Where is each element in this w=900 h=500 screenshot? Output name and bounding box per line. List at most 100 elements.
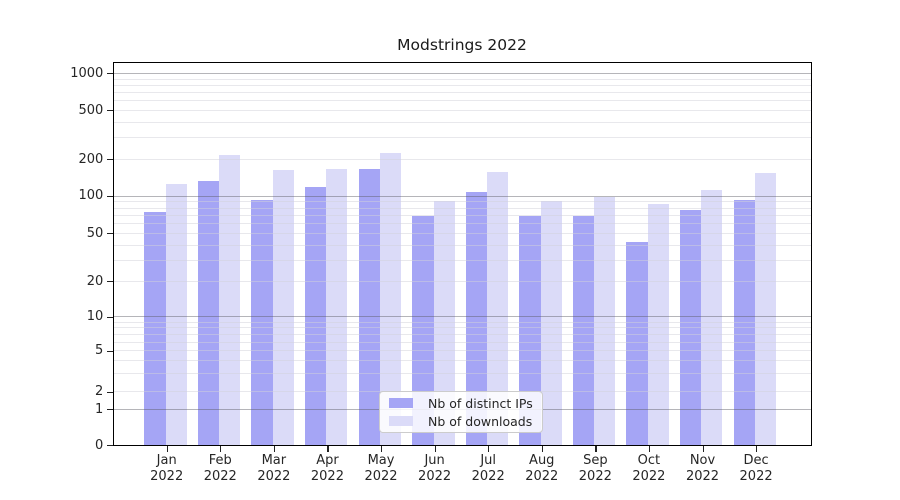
bar-downloads-jul [487, 171, 509, 446]
bar-downloads-sep [594, 196, 616, 446]
y-axis-tick-mark [107, 316, 114, 318]
bar-downloads-may [380, 152, 402, 446]
axis-spine [810, 61, 812, 447]
gridline-500 [113, 109, 811, 111]
x-axis-tick-mark [756, 446, 758, 452]
bar-downloads-jan [165, 183, 187, 446]
legend-label-distinct-ips: Nb of distinct IPs [428, 395, 533, 411]
y-axis-tick-label: 0 [95, 437, 104, 453]
gridline-100 [113, 195, 811, 197]
x-axis-tick-mark [648, 446, 651, 452]
gridline-90 [113, 201, 811, 203]
y-axis-tick-mark [107, 409, 114, 411]
gridline-6 [113, 341, 811, 343]
x-axis-tick-label: Jun 2022 [418, 453, 452, 484]
bar-distinct-ips-feb [197, 180, 220, 446]
bar-downloads-aug [540, 200, 562, 446]
plot-area [113, 61, 811, 446]
x-axis-tick-label: Sep 2022 [578, 453, 612, 484]
gridline-40 [113, 244, 811, 246]
x-axis-tick-label: Feb 2022 [203, 453, 237, 484]
x-axis-tick-label: Mar 2022 [257, 453, 291, 484]
gridline-5 [113, 350, 811, 352]
gridline-30 [113, 259, 811, 261]
gridline-10 [113, 316, 811, 318]
gridline-800 [113, 85, 811, 87]
gridline-200 [113, 159, 811, 161]
gridline-8 [113, 327, 811, 329]
y-axis-tick-label: 500 [78, 102, 104, 118]
gridline-400 [113, 121, 811, 123]
x-axis-tick-mark [327, 446, 329, 452]
y-axis-tick-label: 200 [78, 151, 104, 167]
bar-distinct-ips-jun [412, 215, 434, 446]
axis-spine [113, 61, 811, 63]
x-axis-tick-label: Apr 2022 [310, 453, 344, 484]
gridline-300 [113, 137, 811, 139]
y-axis-tick-label: 10 [86, 309, 104, 324]
bar-distinct-ips-jan [144, 211, 166, 446]
gridline-50 [113, 232, 811, 234]
gridline-3 [113, 373, 811, 375]
legend-label-downloads: Nb of downloads [428, 413, 533, 429]
bar-downloads-mar [272, 169, 294, 446]
y-axis-tick-mark [107, 233, 114, 235]
gridline-20 [113, 280, 811, 282]
gridline-9 [113, 321, 811, 323]
gridline-600 [113, 100, 811, 102]
gridline-70 [113, 214, 811, 216]
y-axis-tick-mark [107, 73, 114, 75]
x-axis-tick-mark [541, 446, 543, 452]
bar-downloads-feb [219, 155, 241, 446]
x-axis-tick-label: May 2022 [364, 453, 398, 484]
x-axis-tick-label: Nov 2022 [685, 453, 720, 484]
y-axis-tick-label: 1000 [70, 65, 104, 81]
y-axis-tick-label: 100 [78, 188, 104, 204]
legend-swatch-downloads [389, 415, 413, 427]
bar-downloads-jun [433, 201, 455, 446]
gridline-1000 [113, 73, 811, 75]
bar-downloads-oct [647, 204, 669, 446]
x-axis-tick-label: Oct 2022 [632, 453, 666, 484]
y-axis-tick-mark [107, 281, 114, 283]
bar-downloads-dec [755, 173, 777, 446]
bar-downloads-nov [701, 189, 723, 446]
gridline-700 [113, 92, 811, 94]
bar-distinct-ips-dec [733, 200, 756, 446]
legend-item-downloads: Nb of downloads [389, 415, 533, 428]
x-axis-tick-mark [595, 446, 597, 452]
x-axis-tick-mark [702, 446, 704, 452]
bar-distinct-ips-may [358, 168, 381, 446]
bar-distinct-ips-aug [519, 215, 541, 446]
y-axis-tick-mark [107, 110, 114, 112]
y-axis-tick-label: 2 [95, 384, 104, 399]
bar-distinct-ips-apr [304, 186, 327, 446]
gridline-60 [113, 223, 811, 225]
axis-spine [113, 61, 115, 446]
x-axis-tick-mark [434, 446, 436, 452]
x-axis-tick-label: Jul 2022 [471, 453, 505, 484]
gridline-80 [113, 207, 811, 209]
y-axis-tick-mark [107, 159, 114, 161]
chart-title: Modstrings 2022 [397, 36, 527, 54]
gridline-900 [113, 78, 811, 80]
y-axis-tick-label: 5 [95, 343, 104, 358]
y-axis-tick-label: 50 [86, 225, 104, 241]
y-axis-tick-mark [107, 350, 114, 352]
legend: Nb of distinct IPs Nb of downloads [379, 391, 543, 433]
y-axis-tick-mark [107, 391, 114, 393]
x-axis-tick-mark [381, 446, 383, 452]
y-axis-tick-mark [107, 195, 114, 197]
x-axis-tick-label: Dec 2022 [739, 453, 773, 484]
x-axis-tick-label: Jan 2022 [150, 453, 184, 484]
gridline-4 [113, 360, 811, 362]
bar-distinct-ips-oct [626, 242, 648, 446]
gridline-7 [113, 333, 811, 335]
legend-swatch-distinct-ips [389, 397, 413, 409]
x-axis-tick-mark [220, 446, 222, 452]
y-axis-tick-label: 20 [86, 273, 104, 289]
bar-downloads-apr [326, 169, 348, 446]
x-axis-tick-mark [166, 446, 168, 452]
y-axis-tick-label: 1 [95, 401, 104, 417]
